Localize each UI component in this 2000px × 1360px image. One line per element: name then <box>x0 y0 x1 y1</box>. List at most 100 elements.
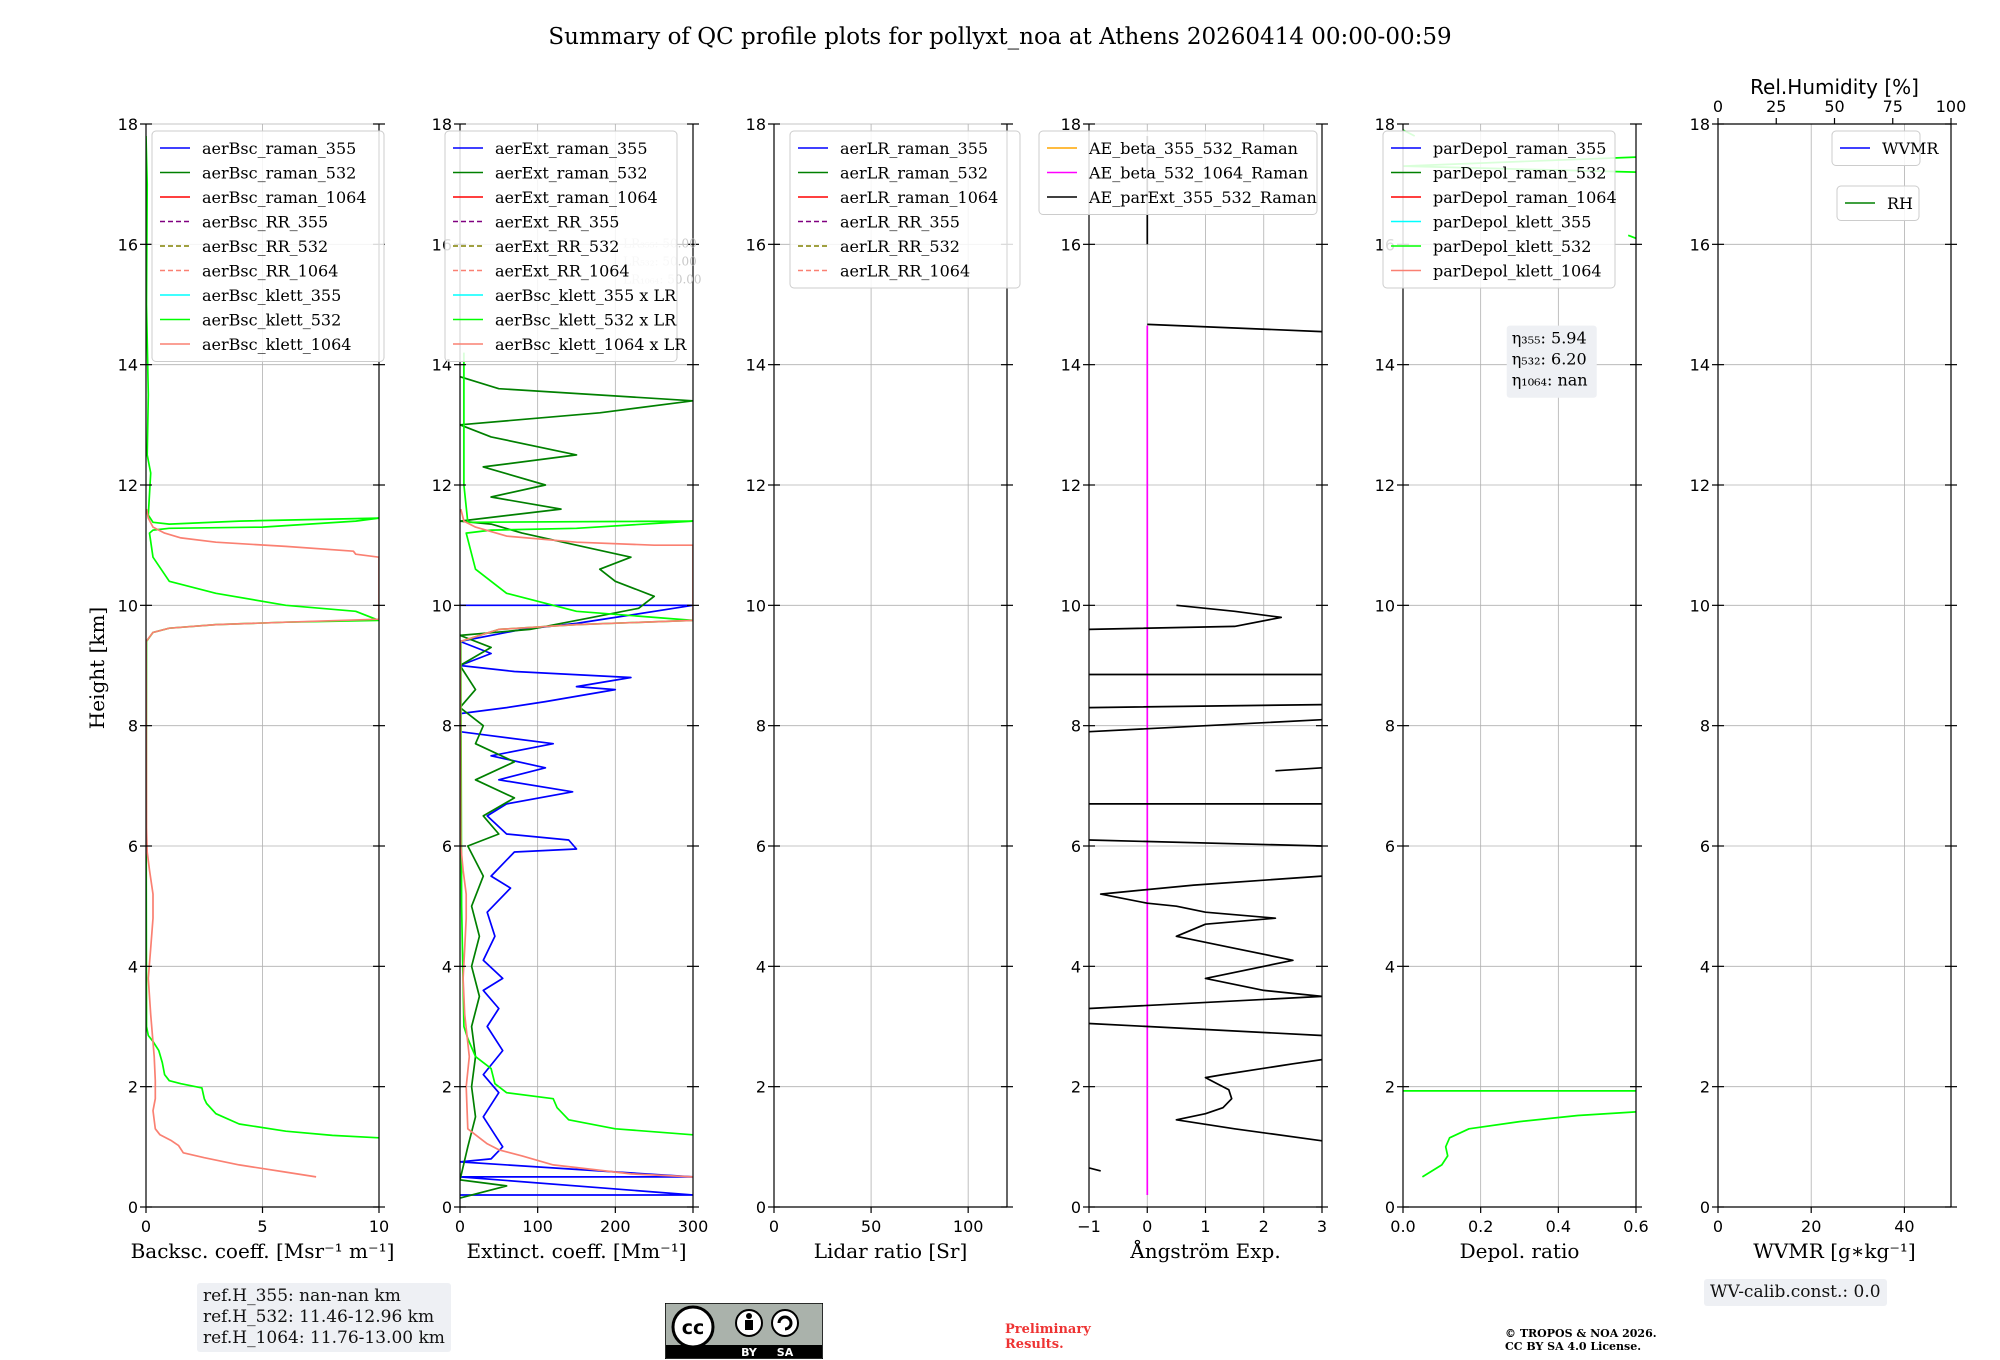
y-tick-label: 18 <box>1375 115 1395 134</box>
y-tick-label: 12 <box>746 476 766 495</box>
y-tick-label: 4 <box>442 957 452 976</box>
ref-height-1064: ref.H_1064: 11.76-13.00 km <box>203 1328 445 1348</box>
top-x-tick-label: 0 <box>1713 97 1723 116</box>
y-tick-label: 12 <box>118 476 138 495</box>
legend-label: parDepol_klett_355 <box>1433 213 1591 232</box>
y-tick-label: 0 <box>756 1198 766 1217</box>
legend-frame <box>789 130 1021 289</box>
legend-frame <box>151 130 385 362</box>
ref-height-355: ref.H_355: nan-nan km <box>203 1286 401 1306</box>
legend-label: aerLR_raman_355 <box>840 139 988 158</box>
svg-text:cc: cc <box>682 1317 705 1339</box>
legend-label: aerBsc_RR_355 <box>202 213 328 232</box>
legend-label: aerLR_RR_1064 <box>840 262 970 281</box>
series-ae_parext_355_532_raman <box>1089 136 1322 1172</box>
x-tick-label: 0.6 <box>1623 1217 1648 1236</box>
cc-license-badge: cc BY SA <box>665 1303 823 1359</box>
x-tick-label: 0 <box>141 1217 151 1236</box>
y-tick-label: 10 <box>1375 596 1395 615</box>
y-tick-label: 6 <box>1071 837 1081 856</box>
x-tick-label: 40 <box>1894 1217 1914 1236</box>
y-tick-label: 0 <box>1071 1198 1081 1217</box>
y-tick-label: 10 <box>746 596 766 615</box>
y-tick-label: 8 <box>756 717 766 736</box>
x-tick-label: 0 <box>1142 1217 1152 1236</box>
y-tick-label: 4 <box>1700 957 1710 976</box>
panel-backscatter: 0 2 4 6 8 10 12 14 16 18 0 5 10 Backsc. coeff. [Msr⁻¹… <box>118 115 395 1263</box>
y-tick-label: 16 <box>1690 235 1710 254</box>
x-tick-label: 0 <box>455 1217 465 1236</box>
legend-label: parDepol_raman_1064 <box>1433 188 1617 207</box>
y-tick-label: 8 <box>1385 717 1395 736</box>
legend: aerBsc_raman_355 aerBsc_raman_532 aerBsc_r… <box>151 130 385 362</box>
y-tick-label: 6 <box>1700 837 1710 856</box>
y-tick-label: 18 <box>746 115 766 134</box>
x-tick-label: 3 <box>1317 1217 1327 1236</box>
y-tick-label: 14 <box>1690 356 1710 375</box>
y-tick-label: 18 <box>432 115 452 134</box>
y-tick-label: 18 <box>118 115 138 134</box>
legend-label: aerBsc_raman_532 <box>202 164 356 183</box>
legend-label: aerExt_RR_532 <box>495 237 619 256</box>
wv-calibration-box: WV-calib.const.: 0.0 <box>1704 1279 1887 1306</box>
y-tick-label: 10 <box>432 596 452 615</box>
x-tick-label: 50 <box>861 1217 881 1236</box>
copyright-note: © TROPOS & NOA 2026. CC BY SA 4.0 Licens… <box>1505 1327 1657 1353</box>
annotation-text: η₅₃₂: 6.20 <box>1512 350 1587 369</box>
y-tick-label: 10 <box>118 596 138 615</box>
legend-2: RH <box>1836 185 1920 221</box>
legend-label: aerBsc_klett_1064 <box>202 335 351 354</box>
legend-frame <box>444 130 678 362</box>
legend-label: aerLR_RR_532 <box>840 237 960 256</box>
y-tick-label: 12 <box>432 476 452 495</box>
x-tick-label: 0.2 <box>1468 1217 1493 1236</box>
top-x-tick-label: 50 <box>1824 97 1844 116</box>
legend-label: aerExt_raman_532 <box>495 164 648 183</box>
legend-label: AE_beta_532_1064_Raman <box>1088 164 1308 183</box>
legend-label: AE_beta_355_532_Raman <box>1088 139 1298 158</box>
y-tick-label: 2 <box>1385 1078 1395 1097</box>
y-tick-label: 2 <box>1700 1078 1710 1097</box>
y-tick-label: 18 <box>1061 115 1081 134</box>
series-aerext_raman_355 <box>460 604 693 1196</box>
x-tick-label: 0.0 <box>1390 1217 1415 1236</box>
x-axis-label: Extinct. coeff. [Mm⁻¹] <box>466 1239 686 1263</box>
legend-frame <box>1836 185 1920 221</box>
legend: AE_beta_355_532_Raman AE_beta_532_1064_Ra… <box>1038 130 1318 215</box>
preliminary-line-1: Preliminary <box>1005 1322 1091 1337</box>
y-tick-label: 6 <box>128 837 138 856</box>
series-group <box>146 135 379 1178</box>
x-axis-label: Backsc. coeff. [Msr⁻¹ m⁻¹] <box>131 1239 395 1263</box>
y-tick-label: 14 <box>1375 356 1395 375</box>
series-pardepol_klett_532 <box>1403 129 1636 1178</box>
y-tick-label: 12 <box>1690 476 1710 495</box>
legend-frame <box>1382 130 1616 289</box>
y-tick-label: 8 <box>442 717 452 736</box>
panel-lidar-ratio: 0 2 4 6 8 10 12 14 16 18 0 50 100 Lidar ratio [Sr] aer… <box>746 115 1021 1263</box>
x-tick-label: 2 <box>1259 1217 1269 1236</box>
y-axis-label: Height [km] <box>85 607 109 729</box>
x-tick-label: 0.4 <box>1546 1217 1571 1236</box>
top-x-tick-label: 25 <box>1766 97 1786 116</box>
series-aerext_raman_532 <box>460 375 693 1199</box>
y-tick-label: 12 <box>1375 476 1395 495</box>
y-tick-label: 2 <box>128 1078 138 1097</box>
legend-label: aerExt_RR_355 <box>495 213 619 232</box>
legend-label: parDepol_klett_532 <box>1433 237 1591 256</box>
series-group <box>1403 129 1636 1178</box>
y-tick-label: 0 <box>442 1198 452 1217</box>
annotation-text: η₃₅₅: 5.94 <box>1512 329 1587 348</box>
legend-label: aerLR_raman_532 <box>840 164 988 183</box>
y-tick-label: 6 <box>1385 837 1395 856</box>
x-tick-label: 0 <box>769 1217 779 1236</box>
x-tick-label: 10 <box>369 1217 389 1236</box>
preliminary-results-note: Preliminary Results. <box>1005 1322 1091 1352</box>
y-tick-label: 16 <box>1061 235 1081 254</box>
y-tick-label: 8 <box>1700 717 1710 736</box>
legend-label: aerBsc_klett_532 x LR <box>495 311 677 330</box>
x-axis-label: Lidar ratio [Sr] <box>814 1239 968 1263</box>
y-tick-label: 12 <box>1061 476 1081 495</box>
y-tick-label: 10 <box>1690 596 1710 615</box>
